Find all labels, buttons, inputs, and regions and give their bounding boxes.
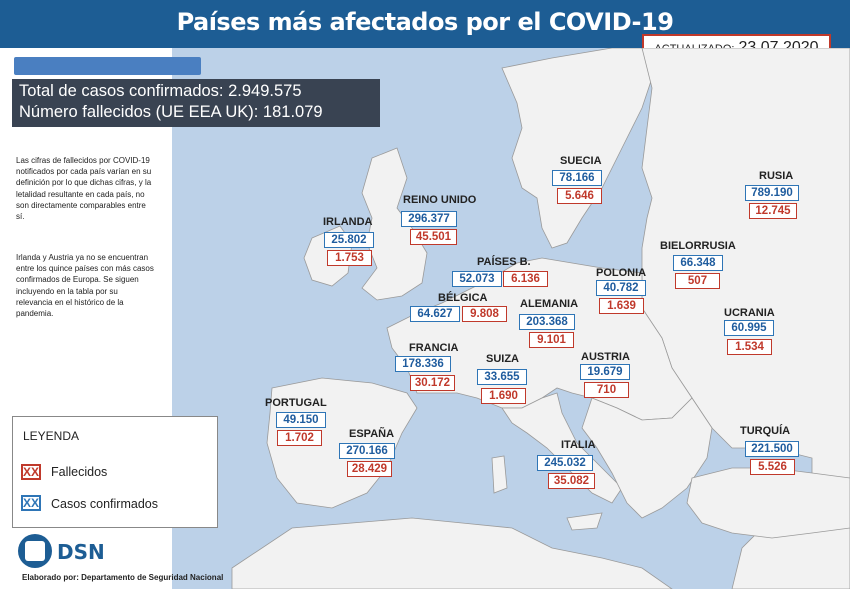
paises-b-deaths: 6.136 [503,271,548,287]
country-portugal-name: PORTUGAL [265,397,327,409]
country-reino-unido-name: REINO UNIDO [403,194,477,206]
austria-cases: 19.679 [580,364,630,380]
ucrania-cases: 60.995 [724,320,774,336]
polonia-cases: 40.782 [596,280,646,296]
suecia-cases: 78.166 [552,170,602,186]
country-paises-b-name: PAÍSES B. [477,256,531,268]
polonia-deaths: 1.639 [599,298,644,314]
legend-title: LEYENDA [23,429,80,443]
totals-box: Total de casos confirmados: 2.949.575 Nú… [12,79,380,127]
paises-b-cases: 52.073 [452,271,502,287]
country-francia-name: FRANCIA [409,342,459,354]
legend-deaths-chip: XX [21,464,41,480]
page-title: Países más afectados por el COVID-19 [176,8,674,36]
country-irlanda-name: IRLANDA [323,216,373,228]
bielorrusia-deaths: 507 [675,273,720,289]
total-deaths-text: Número fallecidos (UE EEA UK): 181.079 [19,103,323,121]
portugal-deaths: 1.702 [277,430,322,446]
belgica-deaths: 9.808 [462,306,507,322]
turquia-deaths: 5.526 [750,459,795,475]
turquia-cases: 221.500 [745,441,799,457]
country-suecia-name: SUECIA [560,155,602,167]
country-espana-name: ESPAÑA [349,428,395,440]
austria-deaths: 710 [584,382,629,398]
footer-credit: Elaborado por: Departamento de Seguridad… [22,573,224,582]
irlanda-cases: 25.802 [324,232,374,248]
legend-cases-label: Casos confirmados [51,497,158,511]
legend-cases-chip: XX [21,495,41,511]
legend: LEYENDA XX Fallecidos XX Casos confirmad… [12,416,218,528]
italia-cases: 245.032 [537,455,593,471]
alemania-deaths: 9.101 [529,332,574,348]
country-turquia-name: TURQUÍA [740,425,791,437]
reino-unido-deaths: 45.501 [410,229,457,245]
suiza-cases: 33.655 [477,369,527,385]
bielorrusia-cases: 66.348 [673,255,723,271]
ucrania-deaths: 1.534 [727,339,772,355]
note-ireland-austria: Irlanda y Austria ya no se encuentran en… [16,253,154,319]
legend-deaths-label: Fallecidos [51,465,108,479]
country-suiza-name: SUIZA [486,353,519,365]
portugal-cases: 49.150 [276,412,326,428]
rusia-cases: 789.190 [745,185,799,201]
suecia-deaths: 5.646 [557,188,602,204]
country-ucrania-name: UCRANIA [724,307,775,319]
country-bielorrusia-name: BIELORRUSIA [660,240,736,252]
country-rusia-name: RUSIA [759,170,794,182]
reino-unido-cases: 296.377 [401,211,457,227]
dsn-logo-text: DSN [57,540,105,564]
italia-deaths: 35.082 [548,473,595,489]
country-belgica-name: BÉLGICA [438,292,488,304]
francia-deaths: 30.172 [410,375,455,391]
total-cases-text: Total de casos confirmados: 2.949.575 [19,82,302,100]
blue-accent-bar [14,57,201,75]
espana-deaths: 28.429 [347,461,392,477]
espana-cases: 270.166 [339,443,395,459]
dsn-logo-icon [18,534,52,568]
belgica-cases: 64.627 [410,306,460,322]
country-austria-name: AUSTRIA [581,351,630,363]
country-italia-name: ITALIA [561,439,596,451]
suiza-deaths: 1.690 [481,388,526,404]
francia-cases: 178.336 [395,356,451,372]
country-polonia-name: POLONIA [596,267,647,279]
country-alemania-name: ALEMANIA [520,298,579,310]
irlanda-deaths: 1.753 [327,250,372,266]
note-definition: Las cifras de fallecidos por COVID-19 no… [16,156,152,222]
alemania-cases: 203.368 [519,314,575,330]
rusia-deaths: 12.745 [749,203,797,219]
